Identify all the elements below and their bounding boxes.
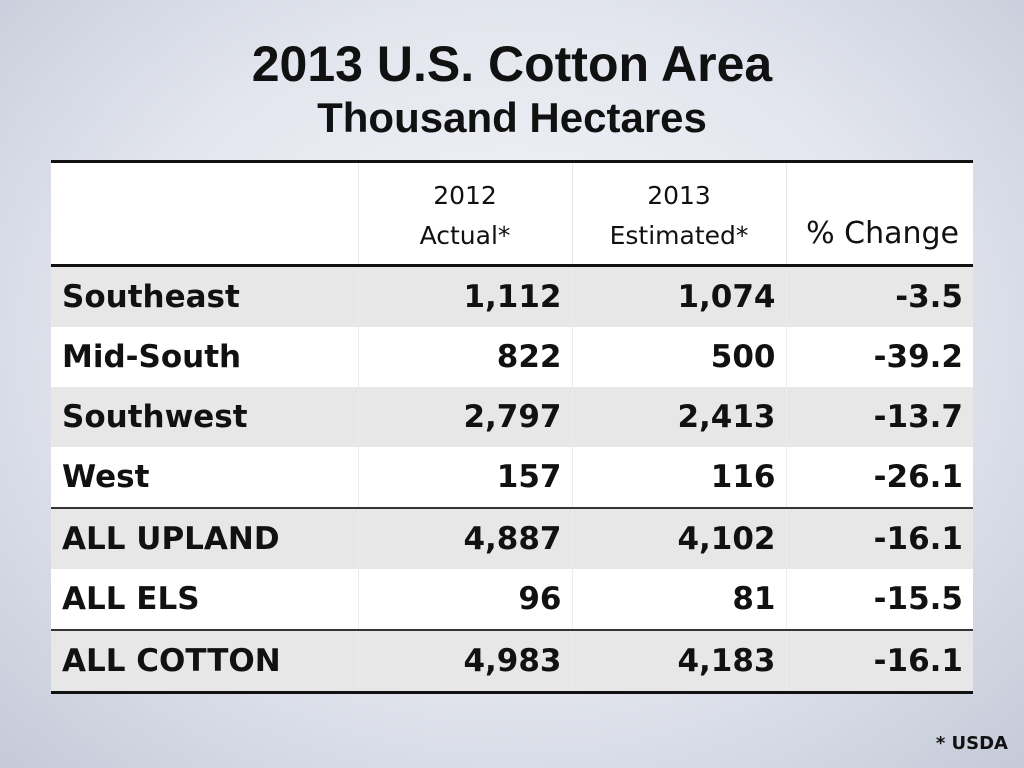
cell-2012: 1,112	[357, 265, 572, 327]
cell-2012: 157	[357, 447, 572, 508]
table-row: Mid-South 822 500 -39.2	[51, 327, 973, 387]
cell-pct: -26.1	[785, 447, 973, 508]
table-row: Southeast 1,112 1,074 -3.5	[51, 265, 973, 327]
table-row: ALL COTTON 4,983 4,183 -16.1	[51, 629, 973, 693]
table-row: ALL ELS 96 81 -15.5	[51, 569, 973, 630]
cell-pct: -39.2	[785, 327, 973, 387]
cell-2013: 1,074	[571, 265, 786, 327]
cell-2012: 2,797	[357, 387, 572, 447]
table-row: ALL UPLAND 4,887 4,102 -16.1	[51, 507, 973, 569]
header-region	[51, 162, 358, 266]
header-2013-estimated: 2013 Estimated*	[571, 161, 786, 266]
row-label: ALL ELS	[62, 581, 200, 617]
row-label: Mid-South	[62, 339, 242, 375]
cotton-area-table: 2012 Actual* 2013 Estimated* % Change So…	[51, 160, 973, 694]
cell-pct: -3.5	[785, 265, 973, 327]
header-2012-actual: 2012 Actual*	[357, 161, 572, 266]
cell-pct: -13.7	[785, 387, 973, 447]
slide-title: 2013 U.S. Cotton Area	[251, 36, 773, 92]
row-label: Southwest	[62, 399, 248, 435]
cell-2013: 116	[571, 447, 786, 508]
cell-pct: -15.5	[785, 569, 973, 630]
table-row: Southwest 2,797 2,413 -13.7	[51, 387, 973, 447]
row-label: ALL UPLAND	[51, 507, 358, 569]
cell-2012: 4,887	[357, 507, 572, 569]
cell-2013: 2,413	[571, 387, 786, 447]
cell-2012: 822	[357, 327, 572, 387]
cell-2012: 96	[357, 569, 572, 630]
table-row: West 157 116 -26.1	[51, 447, 973, 508]
source-footnote: * USDA	[935, 733, 1008, 754]
row-label: West	[62, 459, 150, 495]
cell-pct: -16.1	[785, 507, 973, 569]
cell-2013: 500	[571, 327, 786, 387]
slide-subtitle: Thousand Hectares	[317, 94, 707, 141]
cell-pct: -16.1	[785, 629, 973, 693]
header-pct-change: % Change	[785, 161, 973, 266]
cell-2013: 4,102	[571, 507, 786, 569]
row-label: Southeast	[62, 279, 240, 315]
row-label: ALL COTTON	[51, 629, 358, 693]
cell-2013: 4,183	[571, 629, 786, 693]
cell-2012: 4,983	[357, 629, 572, 693]
table-header-row: 2012 Actual* 2013 Estimated* % Change	[51, 161, 973, 266]
cell-2013: 81	[571, 569, 786, 630]
